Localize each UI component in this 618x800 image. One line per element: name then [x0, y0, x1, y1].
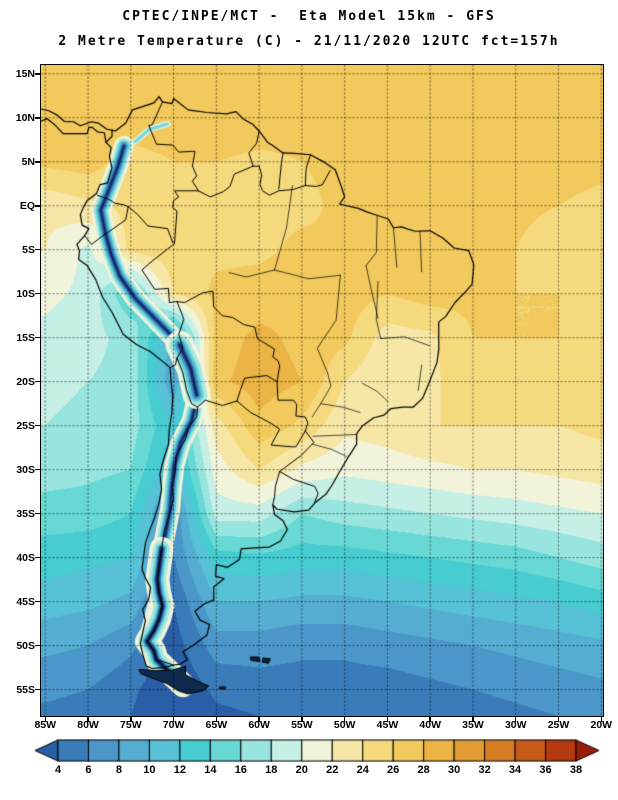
lat-tick-label: 15N	[15, 67, 35, 80]
lon-tick-mark	[514, 717, 517, 722]
colorbar-tick-label: 16	[234, 764, 247, 776]
lat-tick-mark	[35, 205, 40, 207]
lon-tick-mark	[600, 717, 603, 722]
lon-tick-label: 70W	[162, 719, 185, 731]
colorbar-tick-label: 18	[265, 764, 278, 776]
lat-tick-mark	[35, 688, 40, 691]
lat-tick-mark	[35, 468, 40, 471]
lat-tick-label: 30S	[16, 463, 35, 476]
lon-tick-label: 55W	[291, 719, 313, 731]
colorbar-tick-label: 14	[204, 764, 217, 776]
lon-tick-label: 80W	[77, 719, 99, 731]
colorbar-tick-label: 8	[115, 764, 122, 776]
lat-tick-label: 25S	[16, 419, 35, 432]
lon-tick-label: 65W	[205, 719, 228, 731]
colorbar-tick-label: 6	[85, 764, 92, 776]
lon-tick-mark	[301, 717, 303, 722]
colorbar-tick-label: 28	[417, 764, 430, 776]
lon-tick-label: 25W	[547, 719, 570, 731]
lat-tick-label: 45S	[16, 595, 35, 608]
lat-tick-label: EQ	[19, 199, 35, 212]
lat-tick-mark	[35, 117, 40, 119]
lon-tick-mark	[472, 717, 474, 722]
colorbar-tick-label: 32	[478, 764, 491, 776]
lon-tick-label: 35W	[462, 719, 484, 731]
lat-tick-mark	[35, 73, 40, 75]
lat-tick-label: 20S	[16, 375, 35, 388]
colorbar-tick-label: 4	[54, 764, 62, 776]
colorbar-tick-label: 26	[387, 764, 400, 776]
lon-tick-label: 30W	[504, 719, 527, 731]
lon-tick-mark	[343, 717, 346, 722]
colorbar-tick-label: 38	[569, 764, 583, 776]
lat-tick-mark	[35, 161, 40, 163]
lon-tick-mark	[172, 717, 175, 722]
lon-tick-label: 20W	[590, 719, 613, 731]
lon-tick-label: 85W	[34, 719, 57, 731]
lon-tick-mark	[429, 717, 431, 722]
lat-tick-label: 40S	[16, 551, 35, 564]
lat-tick-mark	[35, 248, 40, 251]
lat-tick-label: 50S	[16, 639, 35, 652]
colorbar-tick-label: 30	[447, 764, 461, 776]
lon-tick-label: 75W	[120, 719, 142, 731]
lon-tick-mark	[258, 717, 260, 722]
colorbar-tick-label: 12	[173, 764, 186, 776]
map-title-line2: 2 Metre Temperature (C) - 21/11/2020 12U…	[58, 34, 560, 49]
lat-tick-mark	[35, 600, 40, 603]
lat-tick-label: 35S	[16, 507, 35, 520]
lat-tick-mark	[35, 292, 40, 295]
lat-tick-mark	[35, 644, 40, 647]
lon-tick-label: 60W	[248, 719, 270, 731]
lat-tick-label: 10S	[16, 287, 35, 300]
temperature-field-canvas	[41, 65, 603, 716]
lat-tick-label: 5N	[21, 155, 35, 168]
colorbar-tick-label: 20	[295, 764, 308, 776]
map-title-line1: CPTEC/INPE/MCT - Eta Model 15km - GFS	[122, 9, 496, 24]
lat-tick-mark	[35, 512, 40, 515]
lon-tick-mark	[386, 717, 389, 722]
lon-tick-label: 40W	[419, 719, 441, 731]
lat-tick-mark	[35, 556, 40, 559]
lat-tick-label: 15S	[16, 331, 35, 344]
colorbar-tick-label: 10	[143, 764, 156, 776]
colorbar-tick-label: 22	[326, 764, 339, 776]
lon-tick-label: 50W	[333, 719, 356, 731]
lon-tick-label: 45W	[376, 719, 399, 731]
lat-tick-label: 10N	[15, 111, 35, 124]
lat-tick-mark	[35, 380, 40, 383]
lat-tick-mark	[35, 336, 40, 339]
lon-tick-mark	[44, 717, 47, 722]
colorbar-tick-label: 24	[356, 764, 369, 776]
map-plot-area	[40, 64, 604, 717]
lon-tick-mark	[87, 717, 89, 722]
lat-tick-label: 55S	[16, 683, 35, 696]
lat-tick-label: 5S	[22, 243, 35, 256]
temperature-colorbar	[34, 739, 600, 762]
lon-tick-mark	[130, 717, 132, 722]
lat-tick-mark	[35, 424, 40, 427]
colorbar-tick-label: 34	[508, 764, 522, 776]
lon-tick-mark	[215, 717, 218, 722]
lon-tick-mark	[557, 717, 560, 722]
colorbar-tick-label: 36	[539, 764, 552, 776]
